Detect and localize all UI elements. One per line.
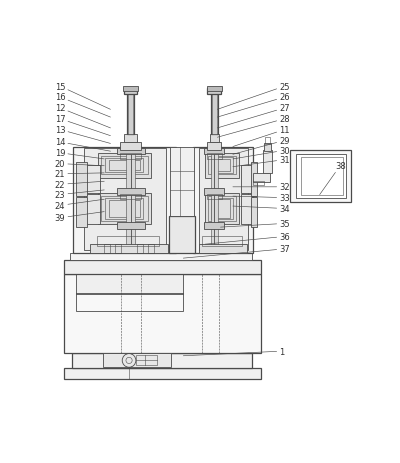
Polygon shape <box>251 197 257 228</box>
Polygon shape <box>206 87 222 92</box>
Polygon shape <box>241 194 252 225</box>
Polygon shape <box>241 166 252 194</box>
Polygon shape <box>204 223 224 229</box>
Text: 26: 26 <box>218 93 290 118</box>
Text: 13: 13 <box>55 125 110 144</box>
Polygon shape <box>208 88 221 94</box>
Polygon shape <box>98 194 151 225</box>
Polygon shape <box>124 135 137 143</box>
Polygon shape <box>128 92 133 135</box>
Polygon shape <box>199 149 248 251</box>
Text: 24: 24 <box>55 200 104 211</box>
Text: 20: 20 <box>55 160 104 169</box>
Text: 12: 12 <box>55 104 110 129</box>
Polygon shape <box>72 353 252 369</box>
Polygon shape <box>169 217 195 254</box>
Text: 22: 22 <box>55 181 104 189</box>
Text: 23: 23 <box>55 190 104 200</box>
Polygon shape <box>210 135 219 143</box>
Polygon shape <box>84 149 166 251</box>
Polygon shape <box>76 163 86 197</box>
Text: 32: 32 <box>233 183 290 192</box>
Text: 16: 16 <box>55 93 110 118</box>
Polygon shape <box>86 194 100 225</box>
Polygon shape <box>123 87 138 92</box>
Text: 27: 27 <box>218 104 290 129</box>
Polygon shape <box>64 274 261 353</box>
Text: 31: 31 <box>233 156 290 167</box>
Text: 38: 38 <box>320 161 346 195</box>
Polygon shape <box>90 244 168 254</box>
Polygon shape <box>120 143 142 150</box>
Polygon shape <box>76 197 86 228</box>
Text: 34: 34 <box>233 205 290 213</box>
Polygon shape <box>124 88 138 94</box>
Text: 17: 17 <box>55 115 110 137</box>
Polygon shape <box>205 153 239 178</box>
Text: 1: 1 <box>183 347 285 356</box>
Polygon shape <box>204 189 224 195</box>
Polygon shape <box>205 194 239 225</box>
Text: 33: 33 <box>233 194 290 203</box>
Text: 30: 30 <box>233 146 290 160</box>
Text: 37: 37 <box>183 245 290 258</box>
Polygon shape <box>86 166 100 194</box>
Text: 19: 19 <box>55 149 104 160</box>
Polygon shape <box>126 146 135 254</box>
Polygon shape <box>199 244 247 254</box>
Text: 35: 35 <box>220 219 290 228</box>
Polygon shape <box>251 163 257 197</box>
Polygon shape <box>117 223 144 229</box>
Text: 36: 36 <box>205 232 290 244</box>
Text: 11: 11 <box>233 125 290 147</box>
Polygon shape <box>296 155 346 198</box>
Polygon shape <box>117 189 144 195</box>
Polygon shape <box>103 354 171 368</box>
Text: 14: 14 <box>55 138 110 152</box>
Polygon shape <box>117 149 144 155</box>
Polygon shape <box>193 147 253 254</box>
Polygon shape <box>170 147 194 217</box>
Polygon shape <box>263 150 272 174</box>
Text: 15: 15 <box>55 82 110 110</box>
Polygon shape <box>253 174 270 183</box>
Text: 21: 21 <box>55 170 104 179</box>
Text: 28: 28 <box>218 115 290 138</box>
Polygon shape <box>76 274 183 294</box>
Polygon shape <box>208 143 221 150</box>
Polygon shape <box>64 260 261 274</box>
Polygon shape <box>264 144 271 152</box>
Polygon shape <box>211 146 218 254</box>
Polygon shape <box>64 369 261 379</box>
Text: 39: 39 <box>55 212 104 223</box>
Polygon shape <box>290 150 351 203</box>
Polygon shape <box>70 254 252 260</box>
Polygon shape <box>210 92 218 135</box>
Polygon shape <box>73 147 176 254</box>
Polygon shape <box>98 153 151 178</box>
Polygon shape <box>204 149 224 155</box>
Text: 25: 25 <box>218 82 290 110</box>
Polygon shape <box>127 92 134 135</box>
Text: 29: 29 <box>233 137 290 155</box>
Polygon shape <box>212 92 217 135</box>
